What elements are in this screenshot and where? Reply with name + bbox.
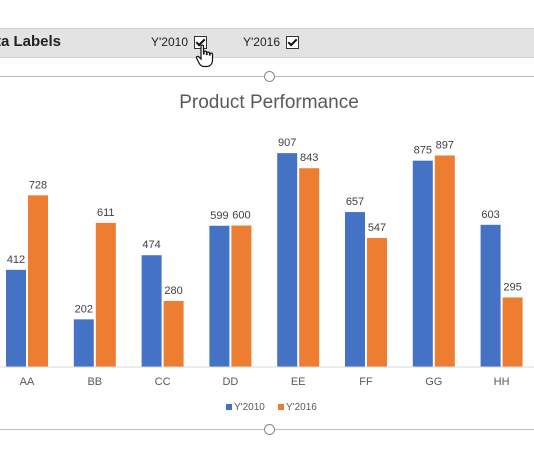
data-label-dd-series-0: 599 [210, 210, 228, 222]
checkbox-y2010-label: Y'2010 [151, 35, 188, 49]
bar-gg-series-1 [434, 155, 455, 367]
x-tick-label-dd: DD [222, 376, 238, 388]
x-tick-label-ee: EE [291, 376, 306, 388]
bar-aa-series-0 [6, 269, 26, 367]
resize-handle-top[interactable] [264, 71, 275, 82]
x-tick-label-bb: BB [87, 376, 102, 388]
legend-label-1: Y'2016 [286, 402, 317, 413]
bar-ff-series-0 [345, 212, 365, 367]
x-tick-label-gg: GG [425, 376, 442, 388]
bar-ee-series-0 [277, 153, 298, 367]
checkbox-y2016[interactable] [286, 35, 299, 49]
data-label-cc-series-1: 280 [164, 285, 182, 297]
data-label-bb-series-1: 611 [97, 207, 115, 219]
x-tick-label-hh: HH [494, 376, 510, 388]
bar-cc-series-1 [163, 300, 184, 367]
data-label-aa-series-1: 728 [29, 179, 47, 191]
data-label-ee-series-1: 843 [300, 152, 318, 164]
data-label-ee-series-0: 907 [278, 137, 296, 149]
bar-bb-series-0 [73, 319, 94, 367]
data-label-hh-series-1: 295 [503, 281, 521, 293]
data-label-gg-series-1: 897 [436, 139, 454, 151]
checkbox-y2016-group[interactable]: Y'2016 [243, 35, 299, 49]
x-tick-label-ff: FF [359, 376, 373, 388]
legend-swatch-1 [278, 404, 284, 410]
data-label-ff-series-0: 657 [346, 196, 364, 208]
bar-hh-series-1 [502, 297, 523, 367]
data-label-aa-series-0: 412 [7, 254, 25, 266]
x-tick-label-cc: CC [155, 376, 171, 388]
checkbox-y2016-label: Y'2016 [243, 35, 280, 49]
bar-gg-series-0 [412, 160, 433, 367]
chart-title: Product Performance [179, 92, 359, 113]
bar-dd-series-0 [209, 225, 230, 367]
hand-cursor-icon [195, 44, 214, 68]
legend-swatch-0 [226, 404, 232, 410]
bar-aa-series-1 [28, 195, 48, 367]
data-label-cc-series-0: 474 [142, 239, 160, 251]
bar-bb-series-1 [95, 222, 116, 367]
data-labels-title: ta Labels [0, 33, 62, 50]
bar-dd-series-1 [231, 225, 252, 367]
bar-cc-series-0 [141, 255, 162, 367]
resize-handle-bottom[interactable] [264, 424, 275, 435]
data-label-hh-series-0: 603 [481, 209, 499, 221]
x-tick-label-aa: AA [20, 376, 35, 388]
data-label-ff-series-1: 547 [368, 222, 386, 234]
bar-ee-series-1 [299, 168, 320, 367]
form-controls-bar: ta Labels Y'2010 Y'2016 [0, 28, 534, 58]
legend: Y'2010 Y'2016 [226, 402, 317, 413]
data-label-bb-series-0: 202 [75, 303, 93, 315]
data-label-gg-series-0: 875 [414, 145, 432, 157]
legend-label-0: Y'2010 [234, 402, 265, 413]
bar-ff-series-1 [367, 238, 387, 367]
data-label-dd-series-1: 600 [232, 210, 250, 222]
bar-hh-series-0 [480, 224, 501, 367]
